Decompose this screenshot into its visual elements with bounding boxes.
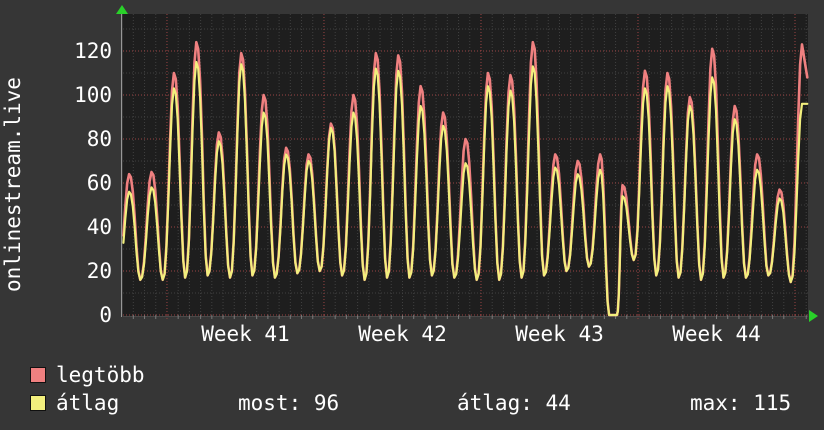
series-line-átlag bbox=[122, 60, 809, 317]
stat-atlag: átlag: 44 bbox=[457, 391, 571, 415]
legend-label-atlag: átlag bbox=[56, 391, 120, 415]
x-week-label: Week 44 bbox=[672, 322, 761, 346]
y-tick-label: 0 bbox=[99, 303, 112, 327]
x-week-label: Week 41 bbox=[201, 322, 290, 346]
y-tick-label: 100 bbox=[74, 83, 112, 107]
legend-label-legtobb: legtöbb bbox=[56, 363, 145, 387]
y-tick-label: 60 bbox=[86, 171, 112, 195]
y-tick-label: 80 bbox=[86, 127, 112, 151]
series-line-legtöbb bbox=[122, 40, 809, 317]
x-week-label: Week 42 bbox=[358, 322, 447, 346]
stat-max: max: 115 bbox=[690, 391, 792, 415]
legend-swatch-legtobb bbox=[30, 367, 46, 383]
x-axis-arrow-icon bbox=[809, 310, 818, 322]
y-axis-arrow-icon bbox=[116, 5, 128, 14]
vertical-axis-title: onlinestream.live bbox=[1, 77, 25, 292]
chart-plot bbox=[122, 14, 809, 321]
x-week-label: Week 43 bbox=[515, 322, 604, 346]
y-axis-line bbox=[121, 10, 122, 317]
stat-most: most: 96 bbox=[238, 391, 340, 415]
y-tick-label: 120 bbox=[74, 39, 112, 63]
y-tick-label: 20 bbox=[86, 259, 112, 283]
legend-swatch-atlag bbox=[30, 395, 46, 411]
y-tick-label: 40 bbox=[86, 215, 112, 239]
